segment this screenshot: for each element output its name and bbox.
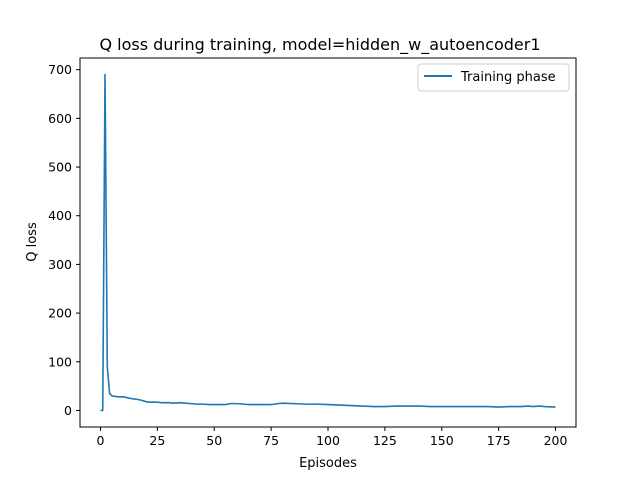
- y-tick-label: 100: [48, 354, 72, 369]
- y-tick-label: 500: [48, 160, 72, 175]
- series-line-training-phase: [100, 73, 556, 412]
- x-tick-label: 25: [149, 433, 165, 448]
- y-tick-label: 600: [48, 111, 72, 126]
- legend-label: Training phase: [460, 70, 556, 85]
- x-tick-label: 125: [373, 433, 397, 448]
- x-tick-label: 175: [487, 433, 511, 448]
- y-tick-label: 300: [48, 257, 72, 272]
- x-tick-label: 0: [97, 433, 105, 448]
- y-tick-label: 0: [64, 403, 72, 418]
- x-tick-label: 200: [544, 433, 568, 448]
- x-tick-label: 150: [430, 433, 454, 448]
- chart-title: Q loss during training, model=hidden_w_a…: [99, 35, 540, 55]
- y-tick-label: 400: [48, 208, 72, 223]
- x-tick-label: 75: [263, 433, 279, 448]
- x-tick-label: 50: [206, 433, 222, 448]
- x-axis-label: Episodes: [299, 456, 357, 471]
- x-tick-label: 100: [316, 433, 340, 448]
- y-axis-label: Q loss: [25, 222, 40, 262]
- legend-box: [417, 63, 570, 92]
- legend: Training phase: [417, 63, 570, 92]
- y-tick-label: 200: [48, 306, 72, 321]
- axis-ticks: 0 25 50 75 100 125 150 175 200 0 100 200 300 400 500 60…: [48, 62, 567, 448]
- y-tick-label: 700: [48, 62, 72, 77]
